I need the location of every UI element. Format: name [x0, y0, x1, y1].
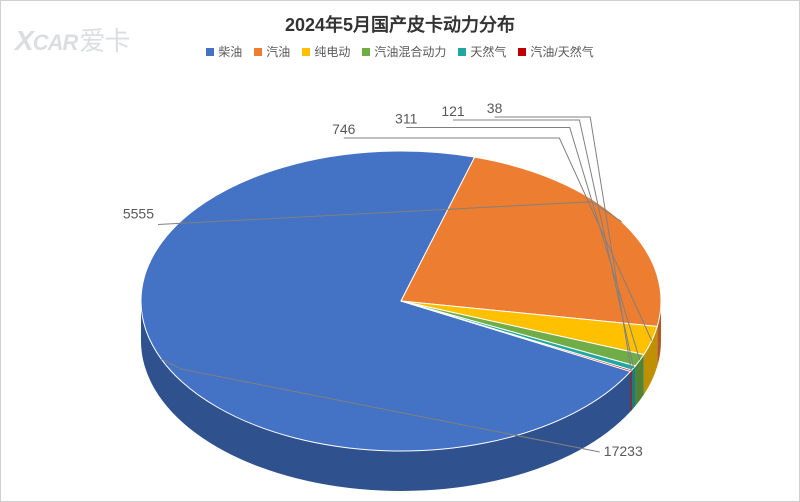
legend-item: 汽油 [254, 43, 290, 60]
legend-item: 柴油 [206, 43, 242, 60]
data-label: 17233 [604, 443, 643, 459]
legend-label: 柴油 [218, 45, 242, 59]
pie-svg: 17233 5555 746 311 121 38 [1, 71, 800, 502]
legend-label: 纯电动 [314, 45, 350, 59]
legend-item: 汽油混合动力 [362, 43, 446, 60]
legend-item: 纯电动 [302, 43, 350, 60]
data-label: 121 [441, 103, 465, 119]
legend-swatch [362, 48, 370, 56]
legend-label: 汽油混合动力 [374, 45, 446, 59]
legend-label: 汽油/天然气 [530, 45, 593, 59]
data-label: 311 [395, 111, 418, 127]
legend: 柴油 汽油 纯电动 汽油混合动力 天然气 汽油/天然气 [1, 43, 799, 60]
legend-swatch [302, 48, 310, 56]
pie-chart: 17233 5555 746 311 121 38 [1, 71, 799, 501]
pie-tops [141, 151, 661, 451]
legend-label: 汽油 [266, 45, 290, 59]
pie-side [631, 370, 632, 411]
pie-side [632, 366, 636, 410]
data-label: 5555 [123, 206, 154, 222]
legend-swatch [518, 48, 526, 56]
legend-item: 天然气 [458, 43, 506, 60]
legend-label: 天然气 [470, 45, 506, 59]
legend-swatch [458, 48, 466, 56]
legend-swatch [206, 48, 214, 56]
chart-container: XCAR爱卡 2024年5月国产皮卡动力分布 柴油汽油纯电动汽油混合动力天然气汽… [0, 0, 800, 502]
legend-swatch [254, 48, 262, 56]
chart-title: 2024年5月国产皮卡动力分布 [1, 11, 799, 37]
data-label: 746 [332, 121, 356, 137]
data-label: 38 [487, 100, 503, 116]
legend-item: 汽油/天然气 [518, 43, 593, 60]
